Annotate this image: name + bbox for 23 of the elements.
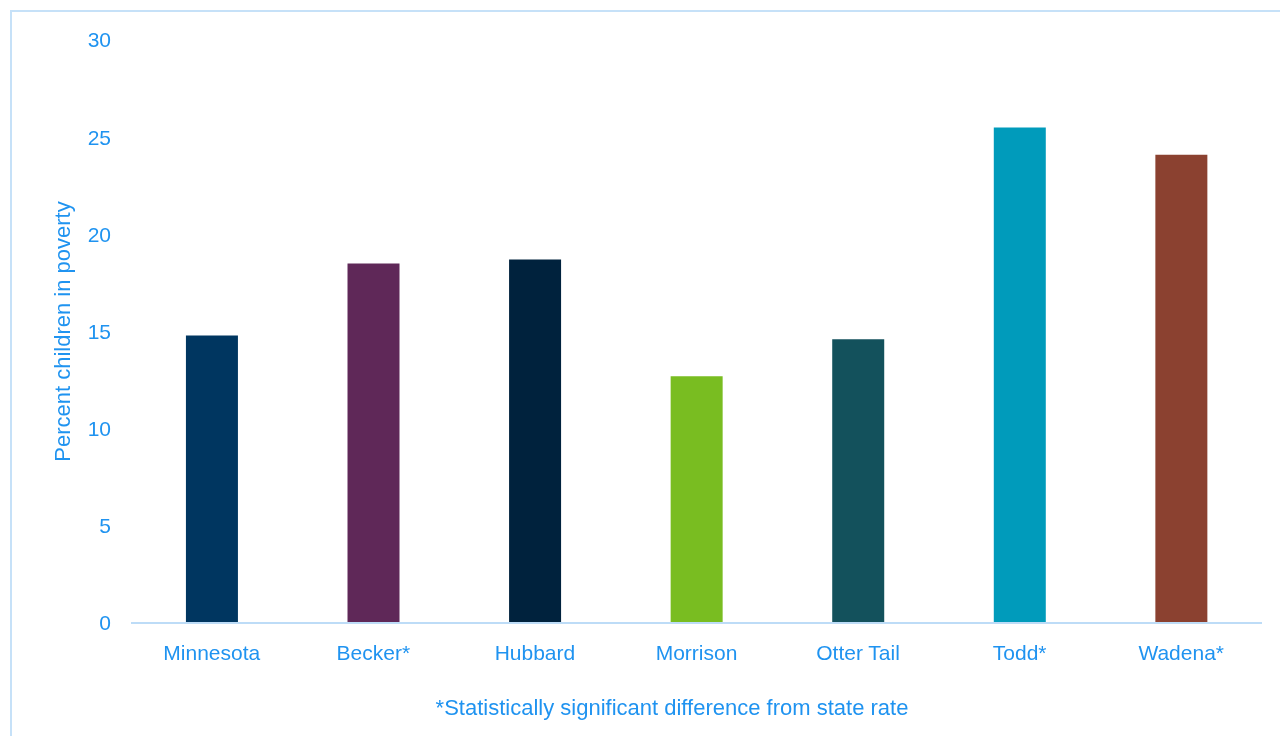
y-tick-label: 20 [87,222,111,246]
y-tick-label: 0 [99,611,111,635]
y-tick-label: 10 [87,417,111,441]
y-tick-label: 30 [87,28,111,52]
x-tick-label: Becker* [336,640,411,664]
y-axis-title: Percent children in poverty [49,201,75,462]
y-tick-label: 25 [87,125,111,149]
y-tick-label: 15 [87,319,111,343]
bar [347,263,400,623]
x-tick-label: Wadena* [1138,640,1225,664]
bar [185,335,238,623]
x-tick-label: Otter Tail [816,640,900,664]
x-tick-label: Todd* [992,640,1047,664]
text: *Statistically significant difference from state rate [434,695,910,721]
bar [1155,154,1208,623]
x-tick-label: Hubbard [494,640,576,664]
x-tick-label: Minnesota [163,640,261,664]
bar [670,376,723,623]
y-tick-label: 5 [99,514,111,538]
bar [509,259,562,623]
x-tick-label: Morrison [655,640,738,664]
bar [832,339,885,623]
bar [993,127,1046,623]
